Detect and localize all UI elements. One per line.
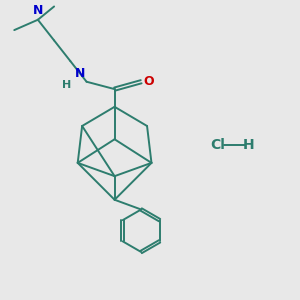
- Text: Cl: Cl: [210, 138, 225, 152]
- Text: H: H: [62, 80, 71, 90]
- Text: N: N: [33, 4, 43, 17]
- Text: O: O: [143, 75, 154, 88]
- Text: H: H: [243, 138, 255, 152]
- Text: N: N: [75, 67, 85, 80]
